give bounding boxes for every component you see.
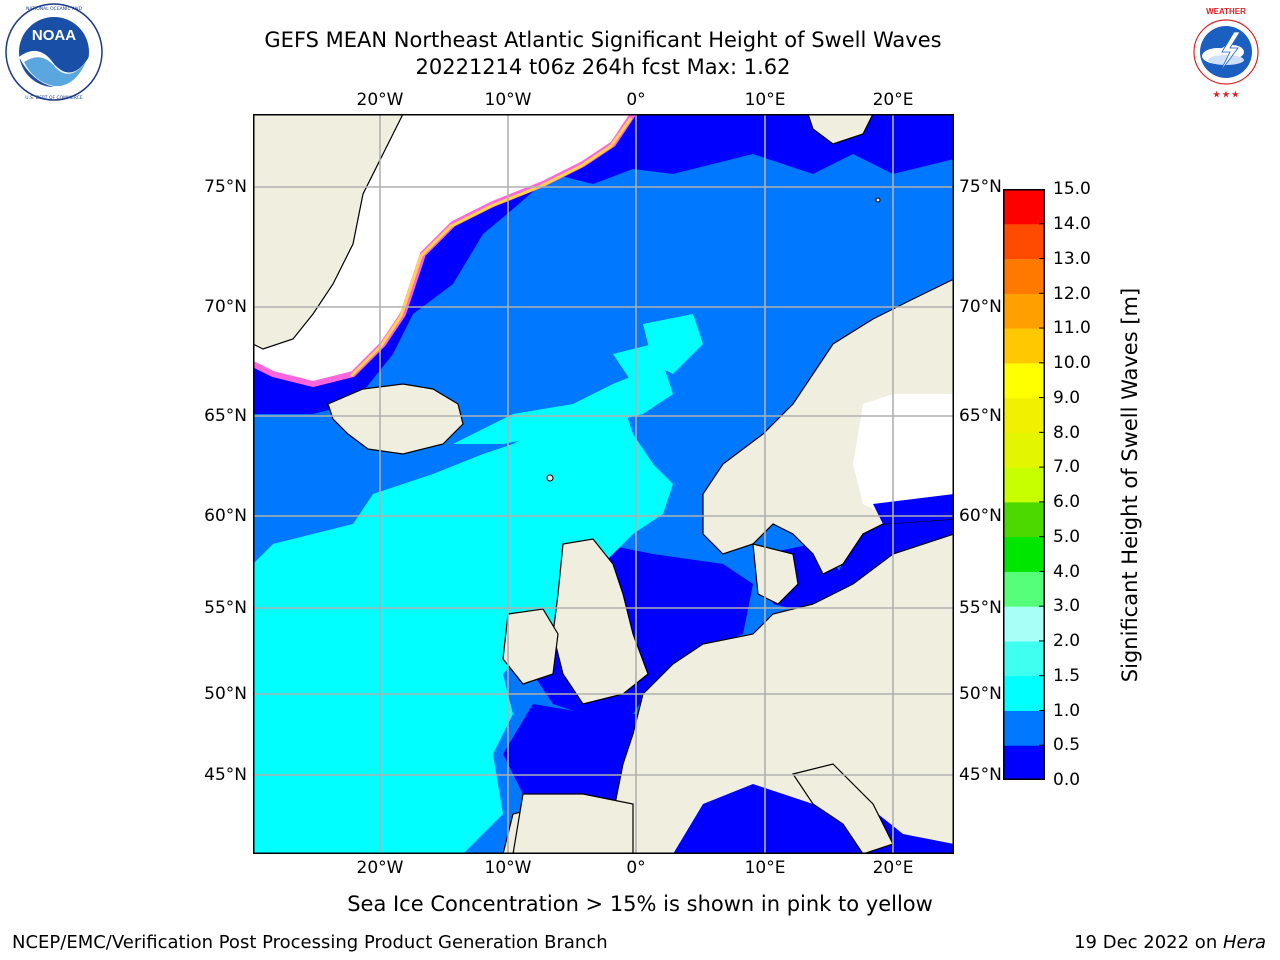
greenland (253, 114, 404, 350)
lon-label-bottom: 10°W (484, 858, 532, 878)
colorbar-swatch (1003, 467, 1045, 503)
lon-label-top: 10°E (744, 90, 786, 110)
colorbar-tick: 8.0 (1053, 423, 1081, 443)
lat-label-right: 55°N (959, 598, 1002, 618)
svg-text:WEATHER: WEATHER (1206, 7, 1246, 16)
colorbar-swatch (1003, 432, 1045, 468)
lat-label-left: 55°N (204, 598, 247, 618)
colorbar-tick: 5.0 (1053, 527, 1081, 547)
footer-credit: NCEP/EMC/Verification Post Processing Pr… (12, 932, 608, 953)
colorbar-swatch (1003, 745, 1045, 781)
lat-label-right: 70°N (959, 297, 1002, 317)
lon-label-bottom: 10°E (744, 858, 786, 878)
colorbar-tick: 11.0 (1053, 318, 1091, 338)
lon-label-bottom: 0° (626, 858, 646, 878)
chart-title: GEFS MEAN Northeast Atlantic Significant… (264, 28, 942, 52)
colorbar-tick: 4.0 (1053, 562, 1081, 582)
colorbar-swatch (1003, 258, 1045, 294)
lat-label-right: 45°N (959, 765, 1002, 785)
svg-text:NATIONAL OCEANIC AND: NATIONAL OCEANIC AND (26, 6, 82, 12)
lon-label-top: 10°W (484, 90, 532, 110)
lat-label-right: 65°N (959, 406, 1002, 426)
lon-label-top: 20°W (356, 90, 404, 110)
colorbar-swatch (1003, 362, 1045, 399)
colorbar-swatch (1003, 571, 1045, 607)
colorbar-tick: 15.0 (1053, 179, 1091, 199)
colorbar-tick: 2.0 (1053, 631, 1081, 651)
colorbar-tick: 10.0 (1053, 353, 1091, 373)
lat-label-left: 70°N (204, 297, 247, 317)
colorbar-tick: 14.0 (1053, 214, 1091, 234)
footer-date: 19 Dec 2022 on Hera (1074, 932, 1266, 954)
map-panel (253, 114, 954, 854)
lat-label-left: 65°N (204, 406, 247, 426)
footer-host: Hera (1222, 932, 1266, 953)
lon-label-top: 20°E (872, 90, 914, 110)
chart-subtitle: 20221214 t06z 264h fcst Max: 1.62 (415, 55, 791, 79)
colorbar-tick: 1.5 (1053, 666, 1081, 686)
colorbar-swatch (1003, 223, 1045, 260)
colorbar-tick: 6.0 (1053, 492, 1081, 512)
colorbar-swatch (1003, 640, 1045, 677)
colorbar-swatch (1003, 293, 1045, 329)
colorbar-swatch (1003, 675, 1045, 711)
colorbar-swatches (1003, 188, 1045, 781)
footer-date-text: 19 Dec 2022 on (1074, 932, 1223, 953)
colorbar-tick: 13.0 (1053, 249, 1091, 269)
lat-label-left: 60°N (204, 506, 247, 526)
colorbar-frame (1003, 189, 1045, 780)
colorbar-label: Significant Height of Swell Waves [m] (1118, 287, 1142, 683)
lat-label-left: 75°N (204, 177, 247, 197)
iceland (327, 383, 464, 455)
colorbar-tick: 1.0 (1053, 701, 1081, 721)
lat-label-left: 50°N (204, 684, 247, 704)
colorbar-tick: 9.0 (1053, 388, 1081, 408)
colorbar-tick: 7.0 (1053, 457, 1081, 477)
lon-label-bottom: 20°E (872, 858, 914, 878)
lat-label-right: 75°N (959, 177, 1002, 197)
swell-height-map (253, 114, 954, 854)
colorbar-swatch (1003, 397, 1045, 433)
lat-label-right: 50°N (959, 684, 1002, 704)
colorbar-tick: 3.0 (1053, 596, 1081, 616)
iberia (512, 793, 634, 854)
colorbar (1003, 188, 1045, 781)
colorbar-swatch (1003, 328, 1045, 364)
ireland (502, 608, 559, 685)
colorbar-swatch (1003, 536, 1045, 572)
svg-text:★ ★ ★: ★ ★ ★ (1213, 90, 1240, 99)
colorbar-tick: 12.0 (1053, 284, 1091, 304)
svg-text:U.S. DEPT OF COMMERCE: U.S. DEPT OF COMMERCE (25, 95, 83, 101)
nws-logo: WEATHER ★ ★ ★ (1176, 2, 1276, 102)
colorbar-swatch (1003, 710, 1045, 746)
noaa-logo: NOAA NATIONAL OCEANIC AND U.S. DEPT OF C… (4, 2, 104, 102)
graticule (253, 114, 954, 854)
colorbar-swatch (1003, 606, 1045, 642)
colorbar-swatch (1003, 189, 1045, 225)
italy (792, 763, 894, 854)
lon-label-top: 0° (626, 90, 646, 110)
map-frame (253, 114, 954, 854)
lat-label-left: 45°N (204, 765, 247, 785)
colorbar-tick: 0.0 (1053, 770, 1081, 790)
lon-label-bottom: 20°W (356, 858, 404, 878)
svg-text:NOAA: NOAA (32, 27, 76, 44)
lat-label-right: 60°N (959, 506, 1002, 526)
colorbar-swatch (1003, 501, 1045, 538)
baltic-ice (853, 394, 954, 519)
sea-ice-caption: Sea Ice Concentration > 15% is shown in … (347, 892, 933, 916)
colorbar-tick: 0.5 (1053, 735, 1081, 755)
svalbard (807, 114, 874, 145)
